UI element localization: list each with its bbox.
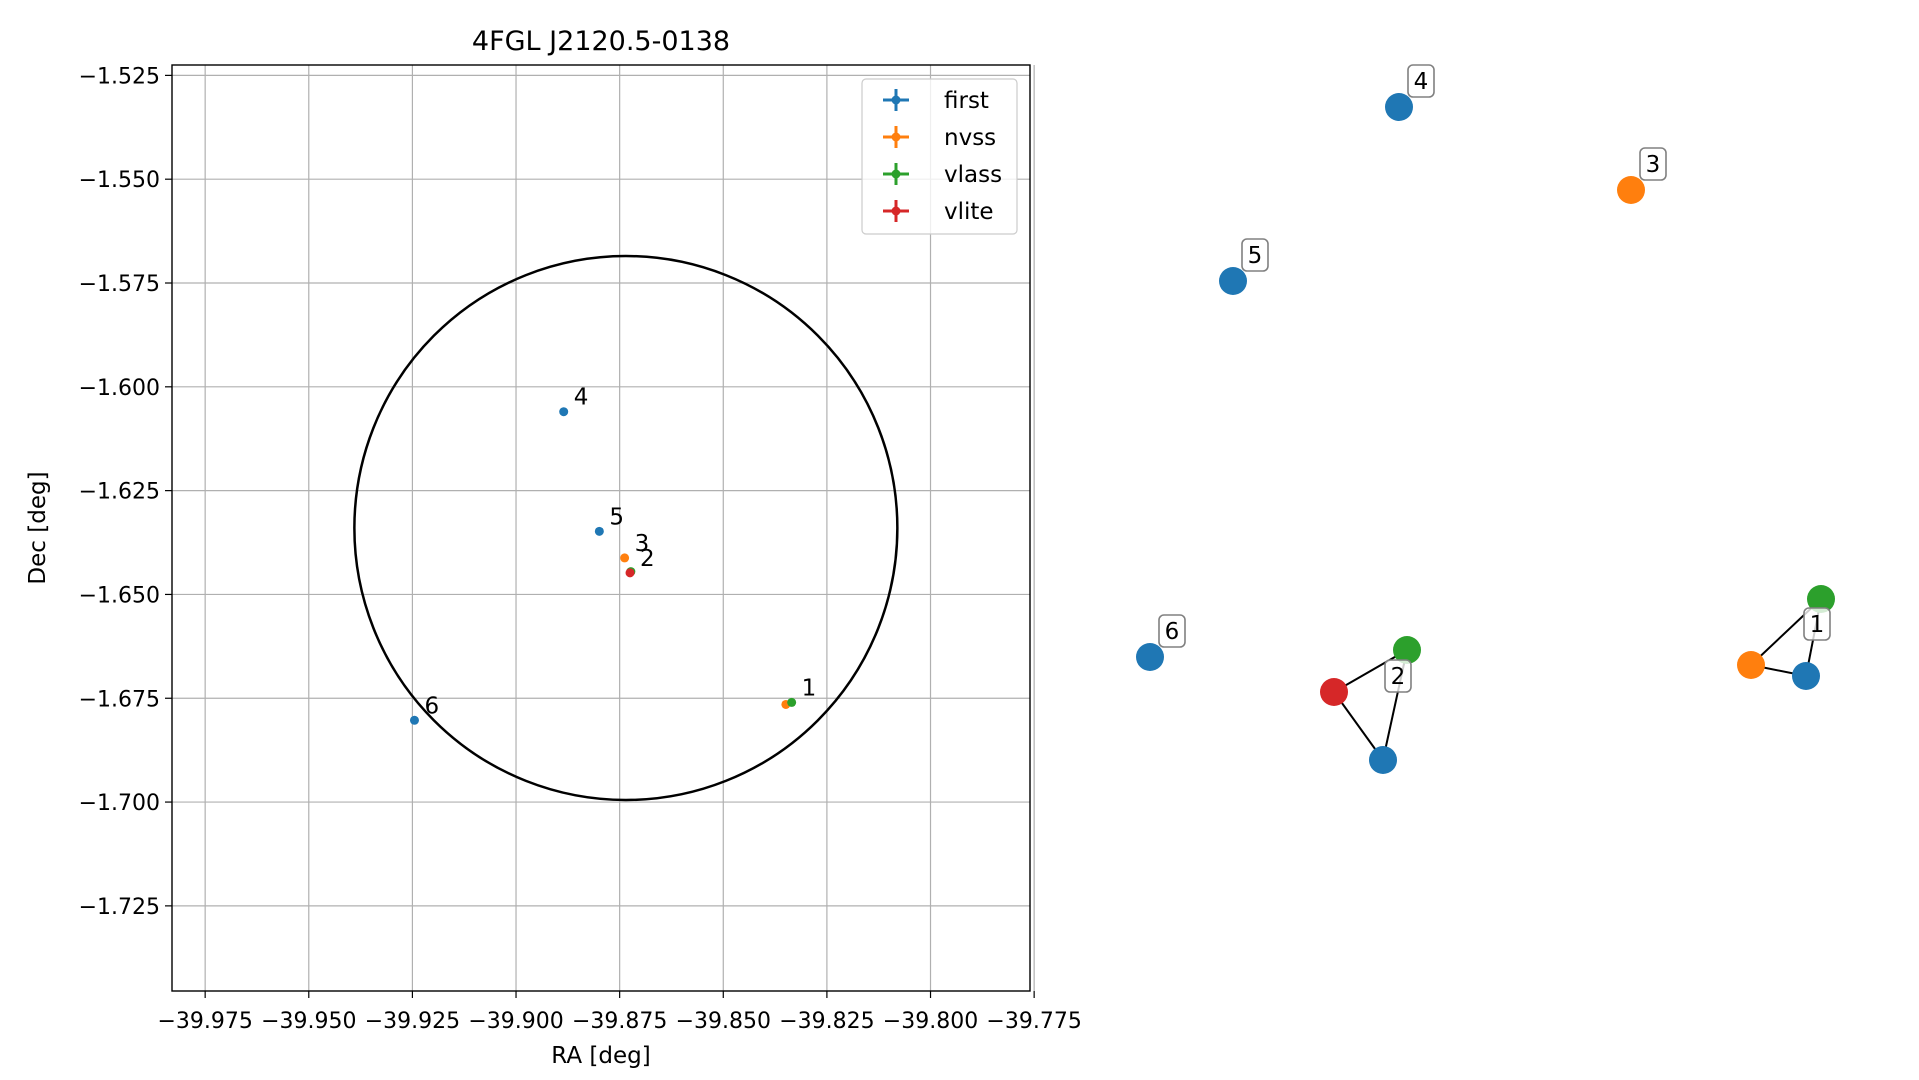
y-tick-label: −1.700 xyxy=(79,791,160,816)
network-panel: 4 3 5 6 2 1 xyxy=(1136,64,1835,774)
cluster-label-box xyxy=(1384,659,1412,693)
legend: first nvss vlass vlite xyxy=(861,78,1018,235)
x-tick-label: −39.875 xyxy=(572,1009,667,1034)
search-radius-circle xyxy=(353,254,899,802)
legend-marker-dot xyxy=(891,95,901,105)
data-point-first xyxy=(409,715,419,725)
x-tick-label: −39.925 xyxy=(365,1009,460,1034)
point-label: 1 xyxy=(802,675,817,701)
point-label: 3 xyxy=(635,531,650,557)
y-tick-label: −1.725 xyxy=(79,895,160,920)
point-label: 4 xyxy=(574,385,589,411)
x-tick-label: −39.900 xyxy=(468,1009,563,1034)
data-point-vlass xyxy=(787,697,797,707)
legend-label-vlass: vlass xyxy=(944,162,1002,188)
network-nodes xyxy=(1136,93,1835,774)
source-points xyxy=(409,407,797,725)
cluster-label-box xyxy=(1803,607,1831,641)
network-node xyxy=(1136,643,1164,671)
network-node xyxy=(1369,746,1397,774)
node-label: 4 xyxy=(1414,69,1429,95)
y-tick-label: −1.550 xyxy=(79,168,160,193)
legend-label-first: first xyxy=(944,88,989,114)
point-label: 5 xyxy=(609,504,624,530)
network-node xyxy=(1385,93,1413,121)
node-label: 3 xyxy=(1646,152,1661,178)
node-label: 5 xyxy=(1248,243,1263,269)
network-node xyxy=(1792,662,1820,690)
y-axis-ticks: −1.525 −1.550 −1.575 −1.600 −1.625 −1.650 −1.6… xyxy=(79,64,172,920)
node-label-box xyxy=(1639,147,1667,181)
cluster-label: 1 xyxy=(1810,612,1825,638)
network-node xyxy=(1617,176,1645,204)
network-node xyxy=(1807,585,1835,613)
x-axis-ticks: −39.975 −39.950 −39.925 −39.900 −39.875 −39.8… xyxy=(157,991,1082,1034)
network-node xyxy=(1320,678,1348,706)
network-node xyxy=(1737,651,1765,679)
x-tick-label: −39.950 xyxy=(261,1009,356,1034)
plot-frame xyxy=(171,64,1031,992)
legend-label-vlite: vlite xyxy=(944,199,994,225)
data-point-vlite xyxy=(625,568,635,578)
x-tick-label: −39.975 xyxy=(157,1009,252,1034)
y-tick-label: −1.650 xyxy=(79,583,160,608)
node-label: 6 xyxy=(1165,619,1180,645)
chart-title: 4FGL J2120.5-0138 xyxy=(472,26,730,57)
search-radius-circle-group xyxy=(353,254,899,802)
legend-marker-dot xyxy=(891,206,901,216)
scatter-panel: 4 5 6 3 1 2 −39.975 −39.950 −39.925 −39.900 −39.8… xyxy=(25,26,1082,1069)
network-labels: 4 3 5 6 2 1 xyxy=(1158,64,1831,693)
y-tick-label: −1.675 xyxy=(79,687,160,712)
x-tick-label: −39.775 xyxy=(986,1009,1081,1034)
data-point-first xyxy=(559,407,569,417)
network-edge xyxy=(1333,649,1408,693)
x-tick-label: −39.850 xyxy=(676,1009,771,1034)
y-tick-label: −1.600 xyxy=(79,376,160,401)
x-axis-label: RA [deg] xyxy=(551,1043,650,1069)
legend-marker-dot xyxy=(891,132,901,142)
network-node xyxy=(1393,636,1421,664)
data-point-nvss xyxy=(620,553,630,563)
node-label-box xyxy=(1407,64,1435,98)
y-axis-label: Dec [deg] xyxy=(25,471,51,584)
source-labels: 4 5 6 3 1 2 xyxy=(424,385,816,720)
x-tick-label: −39.825 xyxy=(779,1009,874,1034)
y-tick-label: −1.625 xyxy=(79,480,160,505)
y-tick-label: −1.575 xyxy=(79,272,160,297)
cluster-label: 2 xyxy=(1391,664,1406,690)
y-tick-label: −1.525 xyxy=(79,64,160,89)
point-label: 2 xyxy=(640,546,655,572)
grid xyxy=(172,65,1035,991)
data-point-first xyxy=(594,526,604,536)
node-label-box xyxy=(1241,238,1269,272)
legend-marker-dot xyxy=(891,169,901,179)
node-label-box xyxy=(1158,614,1186,648)
legend-label-nvss: nvss xyxy=(944,125,996,151)
point-label: 6 xyxy=(424,693,439,719)
network-node xyxy=(1219,267,1247,295)
x-tick-label: −39.800 xyxy=(883,1009,978,1034)
legend-box xyxy=(861,78,1018,235)
